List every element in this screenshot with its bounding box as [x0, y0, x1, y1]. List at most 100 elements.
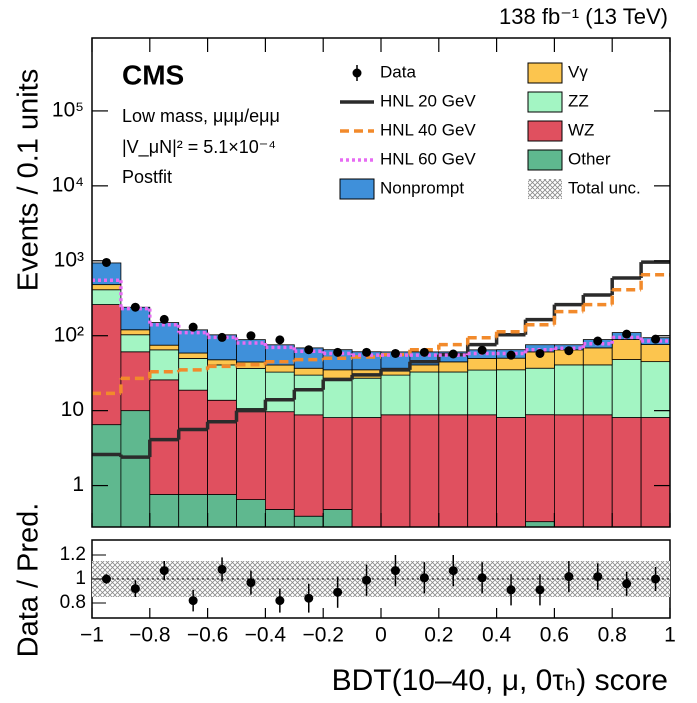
stack-bar: [91, 289, 122, 305]
data-point: [362, 347, 372, 357]
legend-label: Other: [568, 149, 611, 168]
x-tick-label: −1: [80, 624, 104, 647]
y-tick-label: 10⁴: [52, 173, 84, 196]
stack-bar: [467, 369, 498, 416]
y-tick-label: 10²: [54, 323, 84, 346]
ratio-point: [304, 593, 314, 603]
ratio-point: [101, 574, 111, 584]
ratio-point: [246, 578, 256, 588]
data-point: [246, 331, 256, 341]
legend-label: ZZ: [568, 91, 589, 110]
stack-bar: [496, 417, 526, 528]
stack-bar: [264, 371, 295, 413]
stack-bar: [409, 371, 440, 416]
legend-label: WZ: [568, 120, 594, 139]
stack-bar: [207, 494, 237, 528]
ratio-axis-title: Data / Pred.: [13, 503, 45, 658]
legend-marker: [527, 149, 563, 171]
data-point: [390, 348, 400, 358]
ratio-point: [362, 575, 372, 585]
stack-bar: [611, 417, 642, 528]
y-tick-label: 10: [61, 398, 84, 421]
stack-bar: [351, 417, 382, 528]
stack-bar: [640, 361, 671, 418]
stack-bar: [178, 389, 208, 495]
stack-bar: [611, 339, 642, 360]
stack-bar: [120, 334, 151, 353]
stack-bar: [467, 357, 498, 371]
data-point: [564, 346, 574, 356]
ratio-point: [130, 584, 140, 594]
legend-marker: [527, 62, 563, 84]
x-tick-label: 0.2: [424, 624, 453, 647]
stack-bar: [264, 411, 295, 510]
stack-bar: [380, 414, 411, 528]
data-point: [477, 345, 487, 355]
lumi-label: 138 fb⁻¹ (13 TeV): [499, 4, 668, 29]
experiment-label: CMS: [122, 59, 184, 90]
legend-label: Total unc.: [568, 178, 641, 197]
stack-bar: [293, 367, 324, 376]
x-tick-label: 1: [664, 624, 676, 647]
stack-bar: [207, 359, 237, 366]
x-tick-label: −0.6: [187, 624, 228, 647]
data-point: [217, 332, 227, 342]
y-tick-label: 10⁵: [52, 98, 84, 121]
x-tick-label: 0.6: [540, 624, 569, 647]
stack-bar: [525, 521, 555, 528]
x-tick-label: 0.8: [598, 624, 627, 647]
legend-label: Data: [380, 62, 416, 81]
ratio-point: [390, 566, 400, 576]
stack-bar: [496, 357, 526, 371]
stack-bar: [178, 352, 208, 359]
ratio-point: [651, 574, 661, 584]
data-point: [506, 350, 516, 360]
y-tick-label: 10³: [54, 248, 84, 271]
stack-bar: [91, 304, 122, 426]
ratio-y-tick-label: 0.8: [60, 592, 86, 613]
ratio-point: [535, 585, 545, 595]
stack-bar: [496, 369, 526, 418]
ratio-point: [275, 596, 285, 606]
ratio-point: [419, 573, 429, 583]
x-tick-label: 0: [375, 624, 387, 647]
stack-bar: [322, 377, 353, 418]
stack-bar: [149, 344, 180, 351]
legend-marker: [339, 178, 375, 200]
data-point: [159, 314, 169, 324]
legend-label: HNL 60 GeV: [380, 149, 476, 168]
stack-bar: [207, 364, 237, 401]
data-point: [333, 347, 343, 357]
stack-bar: [236, 367, 266, 409]
x-tick-label: −0.8: [129, 624, 170, 647]
data-point: [651, 334, 661, 344]
stack-bar: [293, 374, 324, 416]
stack-bar: [438, 414, 469, 528]
legend-marker: [527, 91, 563, 113]
y-tick-label: 1: [72, 473, 84, 496]
ratio-point: [159, 566, 169, 576]
stack-bar: [351, 377, 382, 418]
data-point: [593, 336, 603, 346]
ratio-point: [448, 566, 458, 576]
ratio-point: [506, 585, 516, 595]
ratio-point: [477, 573, 487, 583]
stack-bar: [120, 351, 151, 412]
stack-bar: [236, 408, 266, 500]
x-tick-label: −0.4: [245, 624, 287, 647]
ratio-y-tick-label: 1: [75, 568, 86, 589]
stack-bar: [640, 344, 671, 363]
stack-bar: [409, 414, 440, 528]
stack-bar: [91, 424, 122, 528]
annotation: |V_μN|² = 5.1×10⁻⁴: [122, 137, 276, 158]
stack-bar: [582, 347, 613, 366]
stack-bar: [207, 399, 237, 495]
stack-bar: [91, 284, 122, 291]
stack-bar: [640, 417, 671, 528]
stack-bar: [120, 410, 151, 528]
ratio-point: [217, 564, 227, 574]
legend-marker: [528, 179, 562, 199]
stack-bar: [149, 349, 180, 381]
data-point: [448, 349, 458, 359]
